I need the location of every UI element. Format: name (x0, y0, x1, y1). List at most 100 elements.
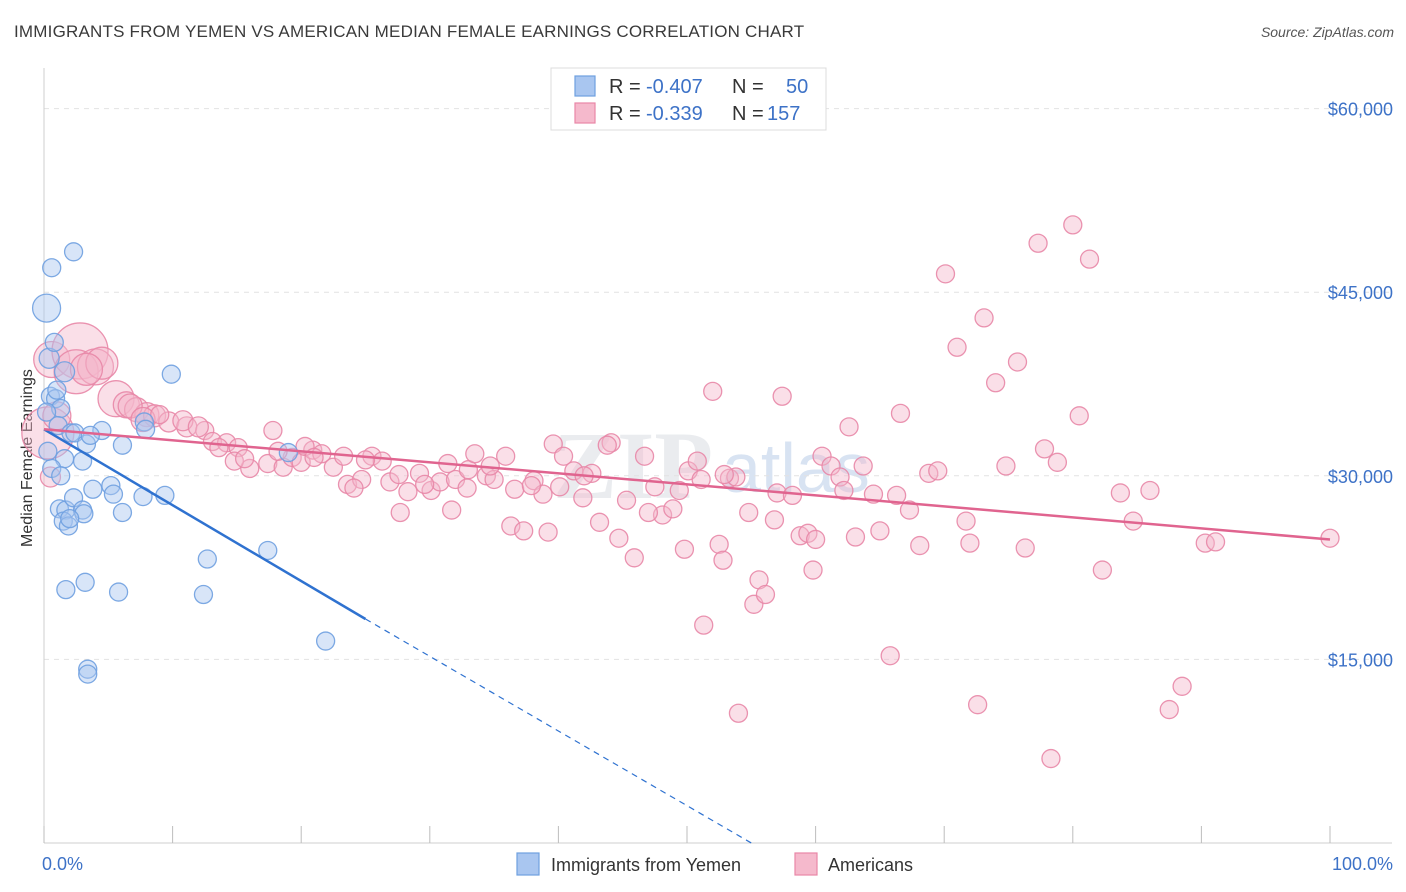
americans-point (845, 527, 866, 547)
americans-point (209, 437, 229, 458)
y-tick-label: $45,000 (1328, 283, 1393, 303)
americans-point (415, 474, 435, 495)
yemen-point (193, 584, 214, 605)
yemen-point (51, 466, 71, 486)
americans-point (634, 446, 655, 466)
y-tick-labels: $15,000 $30,000 $45,000 $60,000 (1328, 100, 1393, 671)
yemen-point (53, 361, 76, 383)
yemen-point (60, 508, 80, 529)
yemen-point (278, 442, 298, 463)
americans-point (543, 434, 563, 454)
americans-point (597, 435, 617, 455)
legend-r-label: R = (609, 103, 641, 125)
americans-point (505, 479, 525, 499)
yemen-point (38, 441, 58, 461)
americans-point (674, 539, 695, 559)
americans-point (1110, 483, 1131, 503)
yemen-point (78, 659, 98, 679)
yemen-point (197, 549, 217, 569)
yemen-point (103, 484, 124, 504)
americans-point (652, 505, 673, 525)
americans-point (638, 502, 659, 523)
legend-r-americans: -0.339 (646, 103, 703, 125)
americans-point (764, 510, 785, 530)
americans-point (1195, 533, 1215, 553)
yemen-point (38, 347, 60, 369)
source-label: Source: ZipAtlas.com (1260, 24, 1394, 40)
americans-point (870, 521, 890, 541)
legend-n-yemen: 50 (786, 76, 808, 98)
y-tick-label: $60,000 (1328, 100, 1393, 120)
americans-point (985, 373, 1006, 393)
americans-points (21, 215, 1340, 769)
americans-point (798, 523, 818, 543)
americans-point (553, 446, 574, 466)
americans-point (1007, 352, 1028, 372)
yemen-point (31, 293, 62, 323)
watermark-zip: ZIP (553, 412, 713, 519)
americans-point (974, 308, 994, 328)
legend-r-label: R = (609, 76, 641, 98)
americans-point (457, 478, 477, 498)
americans-point (956, 511, 976, 531)
americans-point (726, 467, 746, 487)
americans-point (694, 615, 714, 635)
axes (43, 68, 1392, 844)
americans-point (1028, 233, 1048, 253)
yemen-point (258, 540, 278, 561)
yemen-point (108, 582, 129, 602)
americans-point (899, 500, 920, 520)
americans-point (709, 534, 729, 554)
legend-n-label: N = (732, 103, 764, 125)
yemen-point (78, 664, 98, 684)
bottom-legend-americans: Americans (828, 855, 913, 875)
americans-point (521, 475, 542, 496)
americans-point (616, 490, 637, 510)
legend-r-yemen: -0.407 (646, 76, 703, 98)
legend-swatch-americans (574, 102, 596, 124)
yemen-point (135, 419, 156, 439)
americans-point (624, 548, 644, 568)
yemen-point (161, 364, 181, 384)
americans-point (687, 451, 707, 471)
americans-point (389, 464, 409, 485)
legend: R = -0.407 N = 50 R = -0.339 N = 157 (550, 67, 827, 131)
americans-point (1159, 699, 1179, 720)
americans-point (1092, 560, 1113, 580)
americans-point (863, 484, 884, 504)
americans-point (150, 404, 170, 425)
americans-point (890, 403, 911, 424)
americans-point (880, 646, 900, 666)
yemen-point (63, 242, 84, 262)
americans-point (263, 420, 283, 441)
yemen-point (42, 258, 62, 278)
americans-point (1079, 249, 1100, 269)
americans-point (739, 502, 759, 523)
americans-point (234, 449, 255, 469)
yemen-point (83, 479, 103, 499)
americans-point (669, 480, 689, 501)
americans-point (1034, 439, 1055, 459)
bottom-legend: Immigrants from Yemen Americans (516, 852, 913, 876)
yemen-point (80, 425, 100, 446)
americans-point (1015, 538, 1035, 558)
y-tick-label: $30,000 (1328, 467, 1393, 487)
americans-point (834, 480, 854, 501)
americans-point (550, 477, 570, 497)
americans-point (390, 502, 410, 523)
americans-point (1205, 532, 1226, 552)
watermark: ZIP atlas (553, 412, 870, 519)
americans-point (839, 417, 859, 437)
americans-trend-line (43, 428, 1331, 541)
americans-point (187, 416, 209, 438)
yemen-point (49, 499, 70, 519)
americans-point (967, 695, 988, 715)
americans-point (782, 485, 803, 506)
legend-box (550, 67, 827, 131)
americans-point (442, 500, 462, 520)
americans-point (409, 463, 430, 484)
yemen-point (74, 504, 94, 524)
americans-point (1047, 452, 1068, 472)
americans-point (935, 264, 956, 284)
americans-point (803, 560, 823, 580)
